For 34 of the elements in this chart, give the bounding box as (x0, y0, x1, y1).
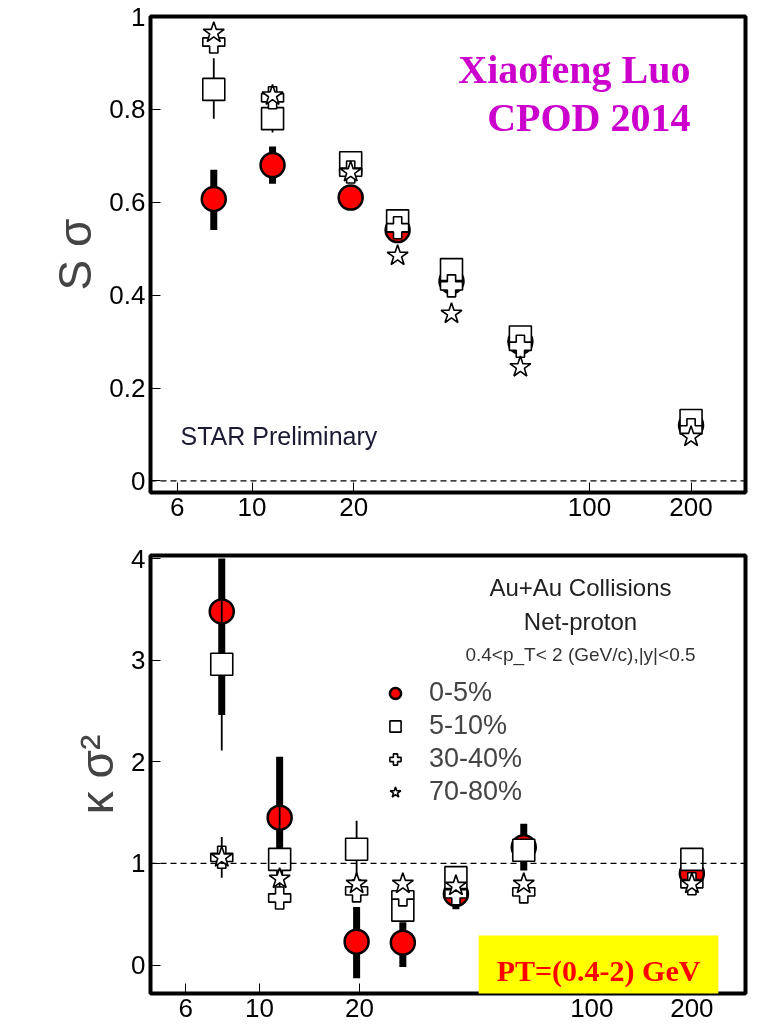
x-tick-label: 6 (178, 992, 193, 1023)
annotation: PT=(0.4-2) GeV (496, 953, 701, 988)
legend-label: 0-5% (429, 677, 493, 708)
y-tick-label: 0 (131, 950, 146, 981)
y-tick-label: 4 (131, 543, 146, 574)
y-tick-label: 0.8 (109, 94, 146, 125)
y-axis-title: S σ (49, 218, 102, 291)
annotation: Net-proton (523, 607, 638, 635)
annotation: Au+Au Collisions (489, 573, 672, 601)
y-tick-label: 0.2 (109, 373, 146, 404)
x-tick-label: 10 (245, 992, 274, 1023)
legend-label: 70-80% (429, 776, 523, 807)
annotation: CPOD 2014 (487, 94, 691, 140)
y-tick-label: 1 (131, 1, 146, 32)
y-tick-label: 1 (131, 848, 146, 879)
x-tick-label: 6 (169, 491, 185, 522)
annotation: 0.4<p_T< 2 (GeV/c),|y|<0.5 (465, 643, 696, 666)
y-tick-label: 0 (131, 465, 146, 496)
y-tick-label: 2 (131, 746, 146, 777)
y-tick-label: 0.6 (109, 187, 146, 218)
annotation: Xiaofeng Luo (458, 46, 691, 92)
x-tick-label: 10 (237, 491, 267, 522)
x-tick-label: 20 (345, 992, 374, 1023)
x-tick-label: 200 (669, 491, 713, 522)
y-tick-label: 3 (131, 645, 146, 676)
legend-label: 5-10% (429, 710, 508, 741)
x-tick-label: 100 (567, 491, 612, 522)
legend-label: 30-40% (429, 743, 523, 774)
x-tick-label: 200 (670, 992, 714, 1023)
x-tick-label: 20 (339, 491, 369, 522)
y-axis-title: κ σ² (71, 734, 124, 815)
annotation: STAR Preliminary (180, 421, 378, 450)
x-tick-label: 100 (570, 992, 614, 1023)
y-tick-label: 0.4 (109, 280, 146, 311)
